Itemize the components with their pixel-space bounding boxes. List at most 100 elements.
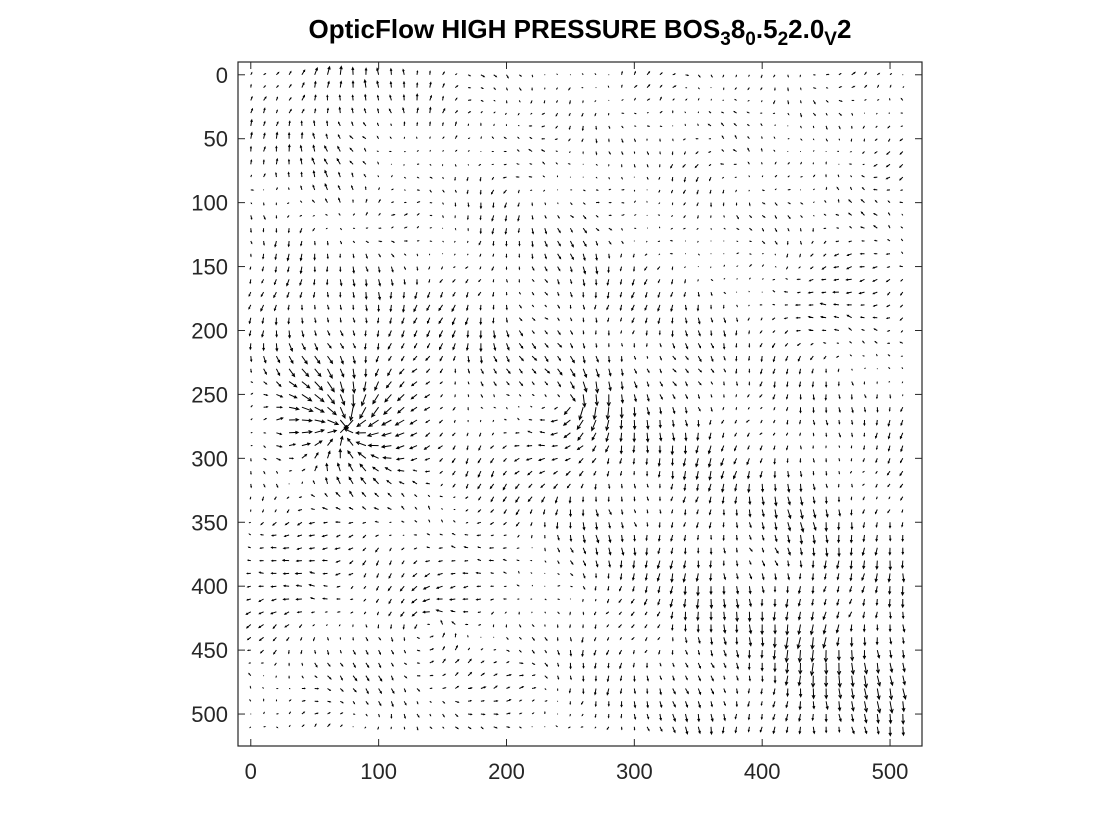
flow-arrow — [260, 304, 265, 312]
flow-arrow — [295, 559, 302, 563]
flow-arrow — [851, 419, 854, 426]
flow-arrow — [683, 445, 688, 455]
flow-arrow — [864, 112, 865, 114]
flow-arrow — [438, 317, 444, 325]
flow-arrow — [888, 366, 891, 370]
flow-arrow — [299, 253, 303, 262]
flow-arrow — [569, 624, 571, 629]
flow-arrow — [872, 266, 878, 269]
flow-arrow — [428, 266, 431, 271]
flow-arrow — [773, 407, 776, 411]
flow-arrow — [502, 483, 507, 491]
flow-arrow — [518, 368, 523, 374]
flow-arrow — [326, 253, 329, 260]
flow-arrow — [504, 215, 508, 222]
flow-arrow — [591, 419, 597, 432]
flow-arrow — [401, 492, 405, 497]
flow-arrow — [885, 163, 891, 168]
flow-arrow — [423, 406, 431, 411]
flow-arrow — [416, 688, 421, 692]
flow-arrow — [581, 509, 585, 517]
flow-arrow — [288, 381, 298, 388]
flow-arrow — [490, 496, 495, 503]
flow-arrow — [864, 71, 867, 76]
flow-arrow — [901, 611, 905, 620]
flow-arrow — [859, 278, 865, 282]
flow-arrow — [672, 138, 674, 142]
flow-arrow — [696, 202, 699, 207]
flow-arrow — [416, 713, 420, 718]
flow-arrow — [301, 430, 313, 435]
flow-arrow — [748, 381, 751, 386]
flow-arrow — [322, 597, 328, 600]
flow-arrow — [468, 713, 473, 716]
flow-arrow — [772, 330, 776, 334]
flow-arrow — [825, 112, 828, 116]
flow-arrow — [425, 419, 431, 424]
flow-arrow — [401, 573, 405, 578]
flow-arrow — [377, 107, 380, 114]
flow-arrow — [528, 148, 533, 152]
flow-arrow — [491, 611, 495, 615]
flow-arrow — [263, 96, 267, 101]
flow-arrow — [796, 291, 801, 294]
flow-arrow — [825, 173, 827, 178]
flow-arrow — [378, 279, 382, 287]
flow-arrow — [669, 560, 674, 570]
flow-arrow — [799, 407, 802, 414]
flow-arrow — [479, 304, 482, 311]
flow-arrow — [672, 125, 674, 127]
flow-arrow — [889, 73, 893, 76]
flow-arrow — [685, 713, 689, 723]
flow-arrow — [249, 266, 252, 271]
flow-arrow — [336, 585, 341, 588]
flow-arrow — [493, 649, 497, 651]
flow-arrow — [685, 240, 686, 242]
flow-arrow — [659, 343, 662, 348]
flow-arrow — [582, 675, 585, 683]
flow-arrow — [376, 135, 380, 139]
flow-arrow — [261, 317, 265, 325]
flow-arrow — [685, 330, 688, 337]
flow-arrow — [594, 611, 597, 616]
flow-arrow — [250, 471, 252, 475]
flow-arrow — [605, 445, 610, 453]
flow-arrow — [761, 509, 765, 518]
flow-arrow — [863, 637, 867, 647]
flow-arrow — [556, 624, 559, 629]
flow-arrow — [477, 470, 482, 478]
flow-arrow — [416, 82, 419, 88]
flow-arrow — [707, 123, 712, 127]
flow-arrow — [595, 163, 598, 166]
flow-arrow — [798, 381, 802, 388]
flow-arrow — [467, 228, 469, 232]
flow-arrow — [760, 637, 765, 647]
flow-arrow — [835, 355, 840, 358]
flow-arrow — [594, 394, 599, 407]
flow-arrow — [339, 80, 343, 88]
flow-arrow — [359, 463, 367, 472]
flow-arrow — [480, 406, 484, 409]
flow-arrow — [709, 586, 713, 596]
flow-arrow — [454, 381, 456, 386]
flow-arrow — [608, 138, 610, 143]
flow-arrow — [838, 509, 842, 517]
flow-arrow — [671, 330, 674, 338]
flow-arrow — [846, 253, 852, 256]
flow-arrow — [250, 381, 254, 384]
flow-arrow — [657, 304, 661, 312]
flow-arrow — [886, 470, 891, 476]
flow-arrow — [812, 522, 817, 531]
flow-arrow — [672, 701, 676, 708]
flow-arrow — [902, 675, 906, 686]
flow-arrow — [364, 279, 368, 287]
flow-arrow — [491, 215, 495, 222]
flow-arrow — [697, 97, 700, 101]
flow-arrow — [391, 213, 396, 216]
flow-arrow — [832, 303, 839, 306]
flow-arrow — [800, 125, 802, 129]
flow-arrow — [722, 304, 725, 310]
flow-arrow — [656, 573, 661, 582]
flow-arrow — [721, 135, 725, 139]
flow-arrow — [454, 671, 459, 677]
